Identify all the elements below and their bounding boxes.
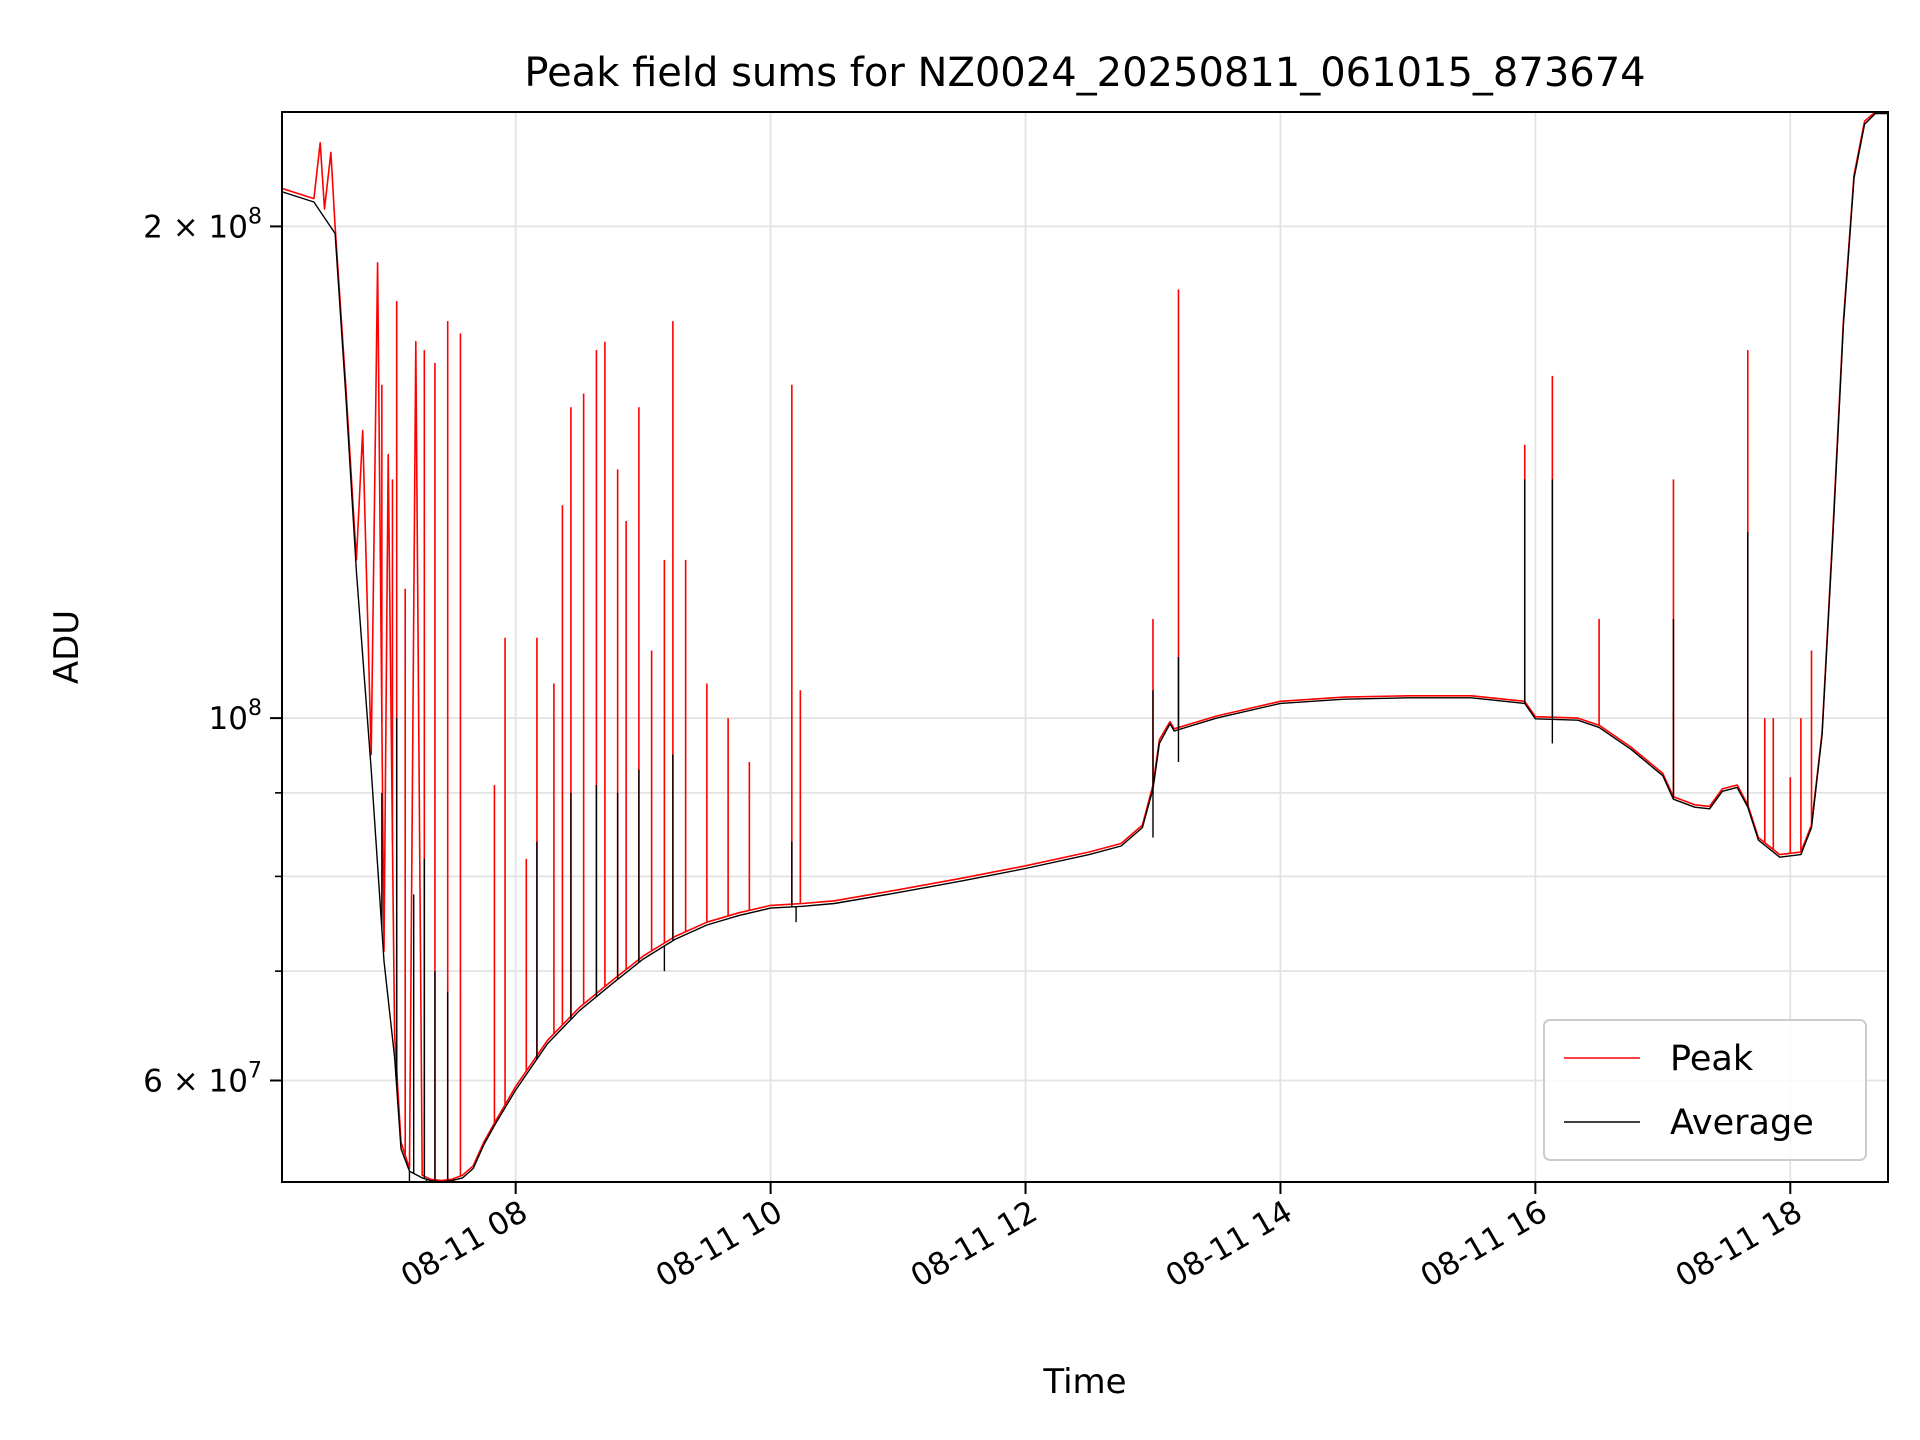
plot-area <box>282 112 1888 1182</box>
legend: Peak Average <box>1543 1019 1867 1161</box>
series-line-average <box>282 112 1888 1182</box>
y-axis-label: ADU <box>47 610 87 684</box>
y-tick-label: 6 × 107 <box>143 1058 262 1099</box>
axes-frame <box>281 111 1889 1183</box>
legend-box <box>1543 1019 1867 1161</box>
grid <box>282 112 1888 1182</box>
legend-label-average: Average <box>1670 1103 1814 1143</box>
series-line-peak <box>282 112 1888 1182</box>
chart-title: Peak field sums for NZ0024_20250811_0610… <box>524 50 1645 96</box>
y-tick-label: 108 <box>209 696 262 737</box>
x-axis-label: Time <box>1042 1362 1126 1402</box>
y-tick-label: 2 × 108 <box>143 204 262 245</box>
legend-label-peak: Peak <box>1670 1039 1754 1079</box>
